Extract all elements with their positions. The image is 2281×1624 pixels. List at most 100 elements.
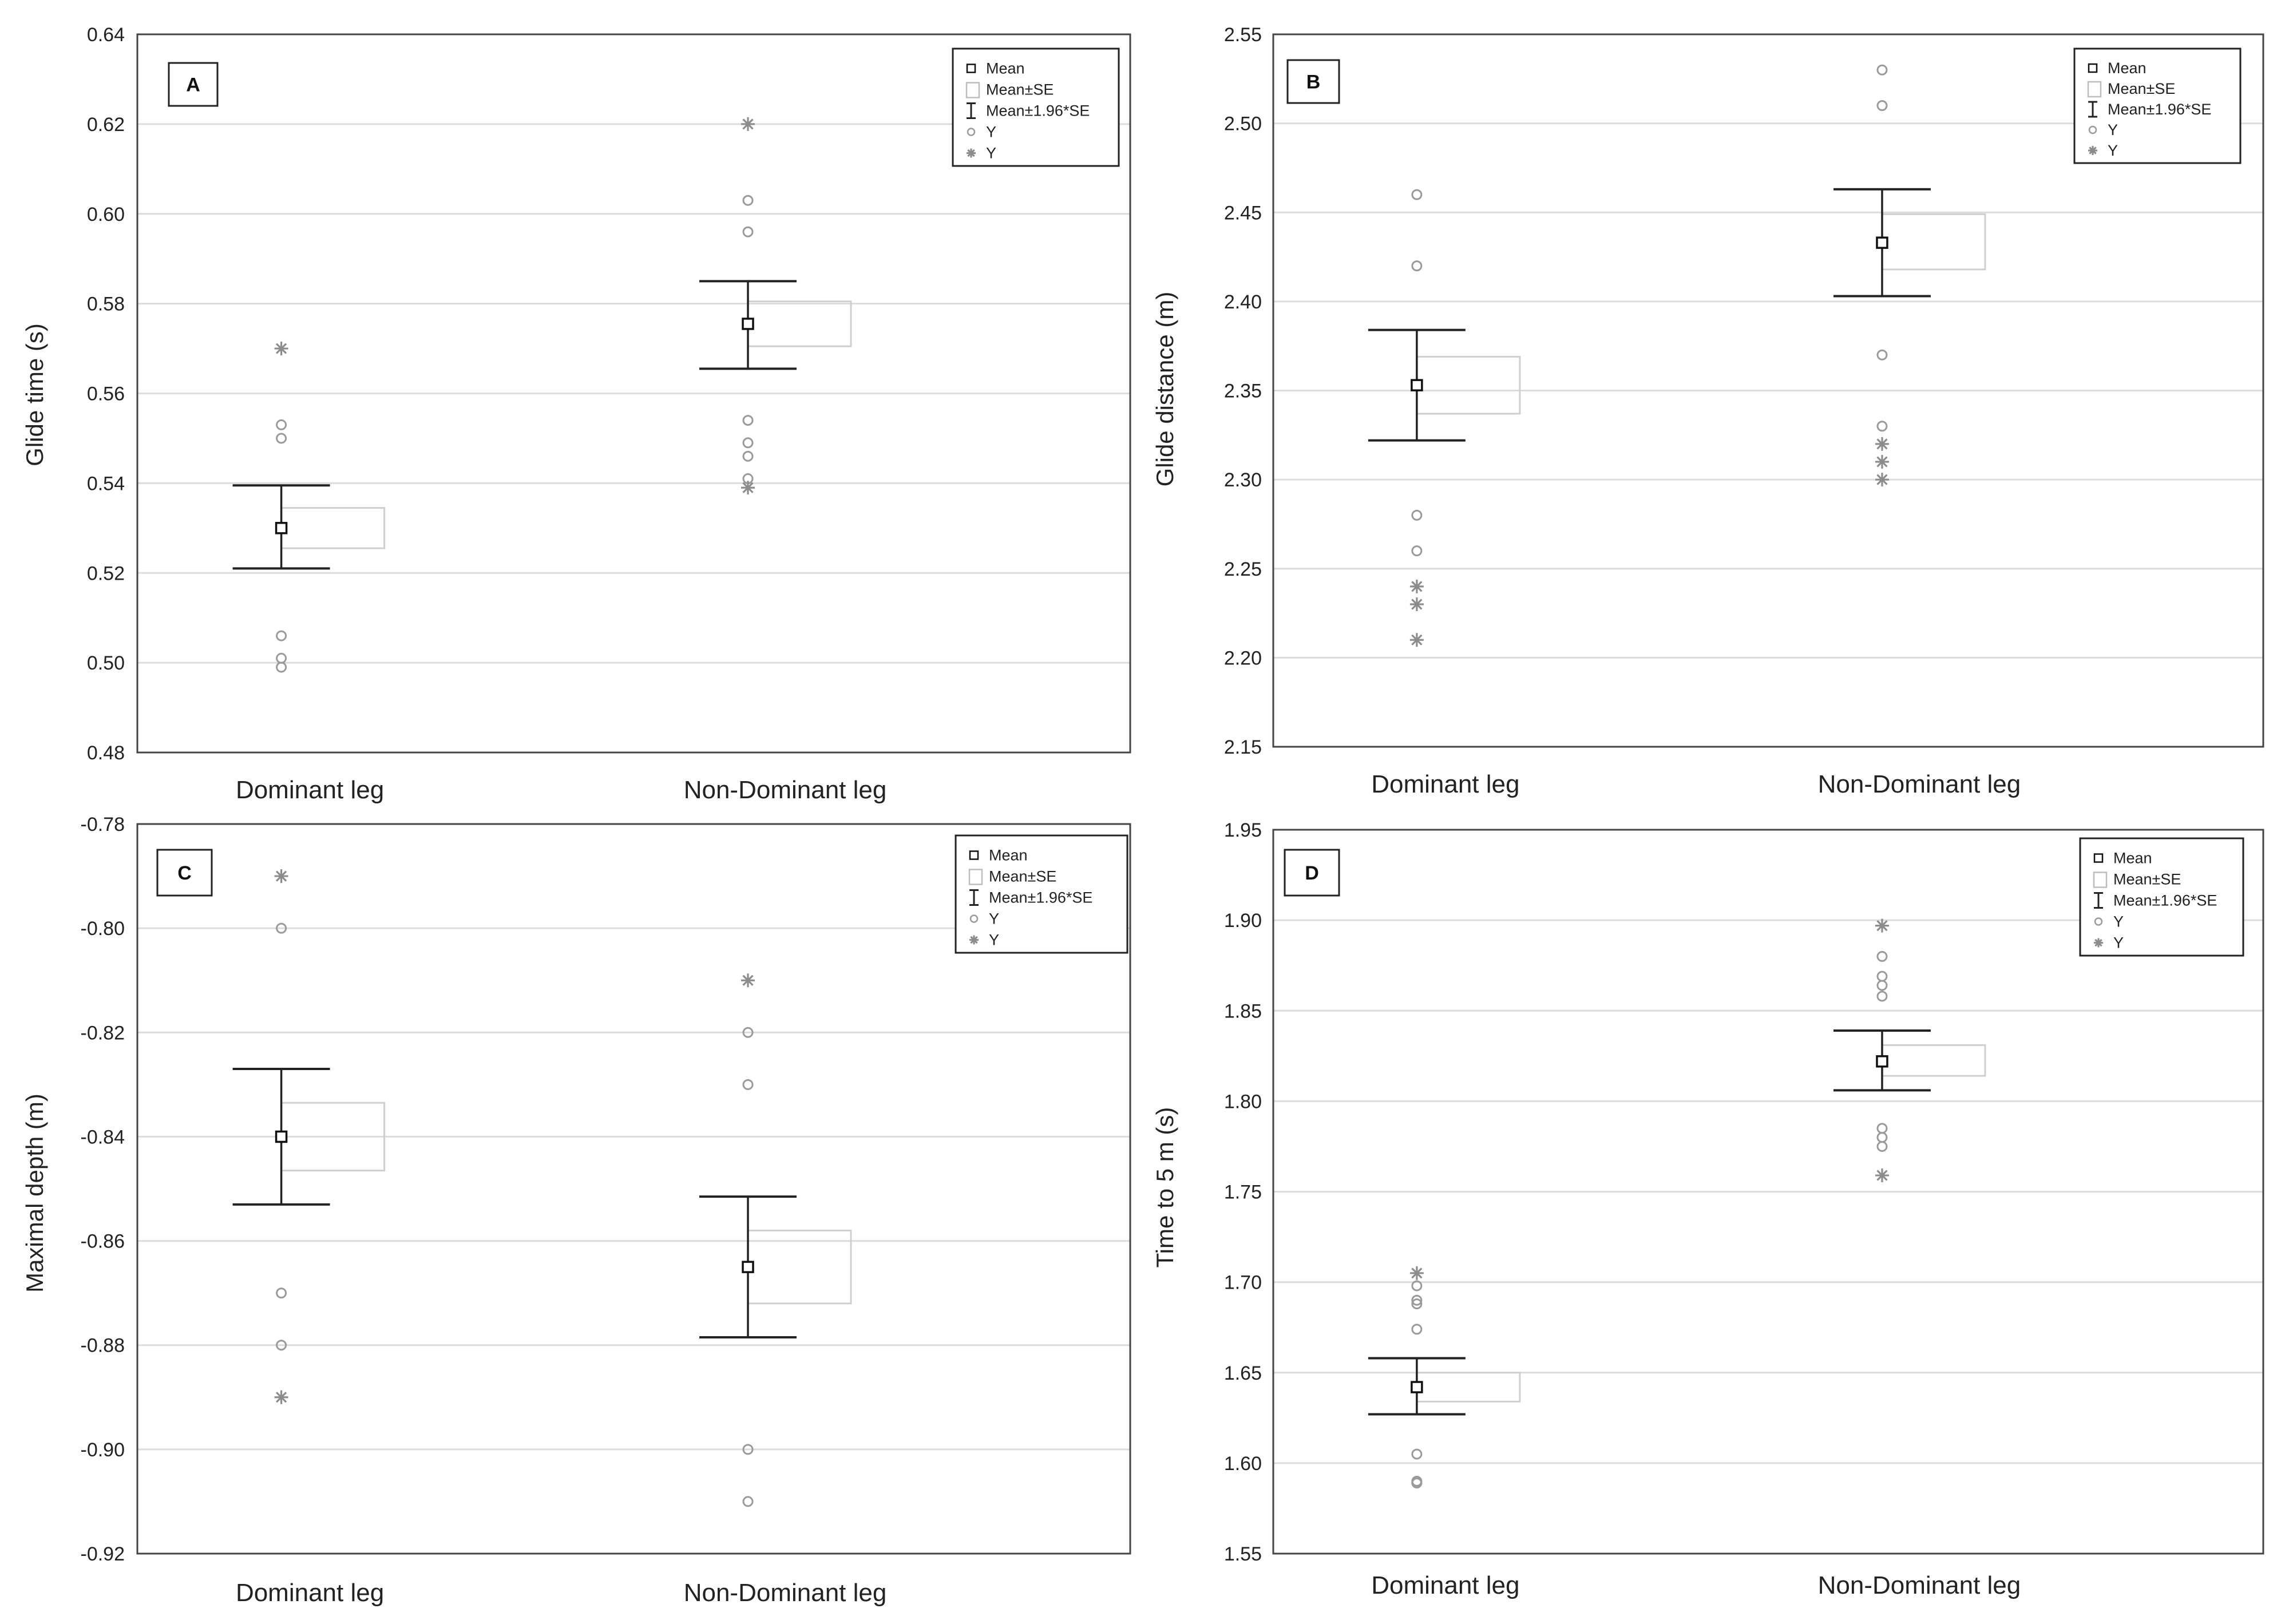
legend-label: Y: [2108, 121, 2118, 138]
y-tick-label: 0.50: [87, 652, 125, 674]
outlier-point: [1876, 1132, 1888, 1143]
legend-label: Mean: [2113, 850, 2152, 867]
outlier-point: [742, 1444, 754, 1455]
legend-outlier-symbol: [969, 914, 979, 923]
legend-label: Mean: [986, 60, 1025, 77]
y-axis-label: Time to 5 m (s): [1151, 1107, 1178, 1268]
extreme-point: [274, 342, 288, 356]
y-tick-label: 1.60: [1224, 1453, 1262, 1475]
outlier-point: [1411, 1478, 1423, 1489]
legend-se-symbol: [968, 869, 983, 885]
outlier-point: [276, 922, 287, 934]
y-axis-label: Maximal depth (m): [21, 1094, 48, 1293]
legend: Mean Mean±SE Mean±1.96*SE YY: [2073, 47, 2242, 164]
legend-box: [955, 834, 1128, 954]
y-tick-label: 1.75: [1224, 1182, 1262, 1203]
extreme-point: [1409, 579, 1424, 593]
outlier-point: [1876, 1140, 1888, 1152]
outlier-point: [1411, 509, 1423, 521]
y-tick-label: 2.55: [1224, 24, 1262, 46]
extreme-point: [1409, 1266, 1424, 1280]
outlier-point: [1411, 1324, 1423, 1335]
legend: Mean Mean±SE Mean±1.96*SE YY: [952, 47, 1120, 167]
legend-label: Y: [986, 124, 996, 141]
y-tick-label: 0.64: [87, 24, 125, 46]
y-tick-label: 1.65: [1224, 1362, 1262, 1384]
legend-mean-symbol: [969, 850, 979, 860]
y-tick-label: -0.90: [81, 1439, 125, 1461]
legend-label: Y: [989, 910, 999, 928]
extreme-point: [741, 973, 755, 988]
legend: Mean Mean±SE Mean±1.96*SE YY: [2079, 837, 2244, 957]
outlier-point: [1411, 260, 1423, 272]
group-dominant: [232, 342, 386, 673]
mean-marker: [742, 1261, 754, 1273]
extreme-point: [274, 869, 288, 884]
outlier-point: [1876, 991, 1888, 1002]
outlier-point: [1411, 1294, 1423, 1306]
outlier-point: [276, 433, 287, 444]
panel-label: D: [1284, 849, 1340, 897]
y-tick-label: 2.35: [1224, 381, 1262, 402]
legend-outlier-symbol: [967, 128, 976, 136]
panel-d: 1.55 1.60 1.65 1.70 1.75 1.80 1.85 1.90 1.95 Time…: [1151, 819, 2264, 1599]
x-category-label: Dominant leg: [1371, 1571, 1519, 1599]
y-tick-label: -0.92: [81, 1543, 125, 1565]
se-box: [1416, 355, 1521, 415]
panel-letter: A: [186, 74, 200, 96]
legend-box: [2079, 837, 2244, 957]
outlier-point: [1876, 349, 1888, 361]
extreme-point: [1875, 918, 1889, 933]
extreme-point: [1875, 1169, 1889, 1183]
y-tick-label: 2.45: [1224, 202, 1262, 224]
legend-label: Y: [986, 145, 996, 162]
outlier-point: [742, 1079, 754, 1090]
legend-label: Y: [2113, 934, 2124, 952]
outlier-point: [1411, 189, 1423, 200]
legend-ci-symbol: [2088, 101, 2097, 118]
y-tick-label: -0.78: [81, 814, 125, 835]
legend-extreme-symbol: [967, 148, 976, 158]
panel-letter: B: [1306, 72, 1321, 93]
group-dominant: [232, 869, 386, 1404]
legend-label: Mean: [2108, 60, 2147, 77]
legend-outlier-symbol: [2094, 917, 2103, 926]
y-tick-label: 0.54: [87, 473, 125, 494]
legend-extreme-symbol: [2094, 938, 2103, 948]
legend-ci-symbol: [969, 889, 979, 906]
outlier-point: [1876, 421, 1888, 432]
panel-c: -0.92 -0.90 -0.88 -0.86 -0.84 -0.82 -0.80 -0.78…: [21, 814, 1131, 1607]
legend-outlier-symbol: [2088, 125, 2097, 134]
outlier-point: [1411, 545, 1423, 557]
extreme-point: [1409, 633, 1424, 647]
legend-mean-symbol: [2093, 853, 2104, 863]
y-tick-label: 1.80: [1224, 1091, 1262, 1112]
panel-label: A: [168, 62, 219, 107]
y-tick-label: -0.84: [81, 1126, 125, 1148]
outlier-point: [276, 1340, 287, 1351]
y-tick-label: 1.95: [1224, 819, 1262, 841]
mean-marker: [1876, 1055, 1888, 1068]
legend-label: Y: [2113, 913, 2124, 930]
group-dominant: [1368, 1266, 1521, 1489]
outlier-point: [742, 226, 754, 237]
panel-b: 2.15 2.20 2.25 2.30 2.35 2.40 2.45 2.50 2.55 Glid…: [1151, 24, 2264, 798]
y-tick-label: 2.25: [1224, 559, 1262, 580]
y-tick-label: -0.88: [81, 1335, 125, 1357]
legend-ci-symbol: [967, 102, 976, 119]
y-axis-label: Glide time (s): [21, 323, 48, 466]
mean-marker: [742, 318, 754, 330]
mean-marker: [1876, 236, 1888, 249]
outlier-point: [276, 419, 287, 430]
outlier-point: [742, 195, 754, 206]
legend-label: Mean: [989, 847, 1028, 864]
panel-letter: D: [1305, 862, 1319, 884]
y-tick-label: 0.60: [87, 204, 125, 225]
legend: Mean Mean±SE Mean±1.96*SE YY: [955, 834, 1128, 954]
outlier-point: [742, 437, 754, 449]
y-tick-label: 2.15: [1224, 736, 1262, 758]
mean-marker: [1411, 379, 1423, 391]
extreme-point: [1875, 455, 1889, 469]
outlier-point: [742, 415, 754, 426]
